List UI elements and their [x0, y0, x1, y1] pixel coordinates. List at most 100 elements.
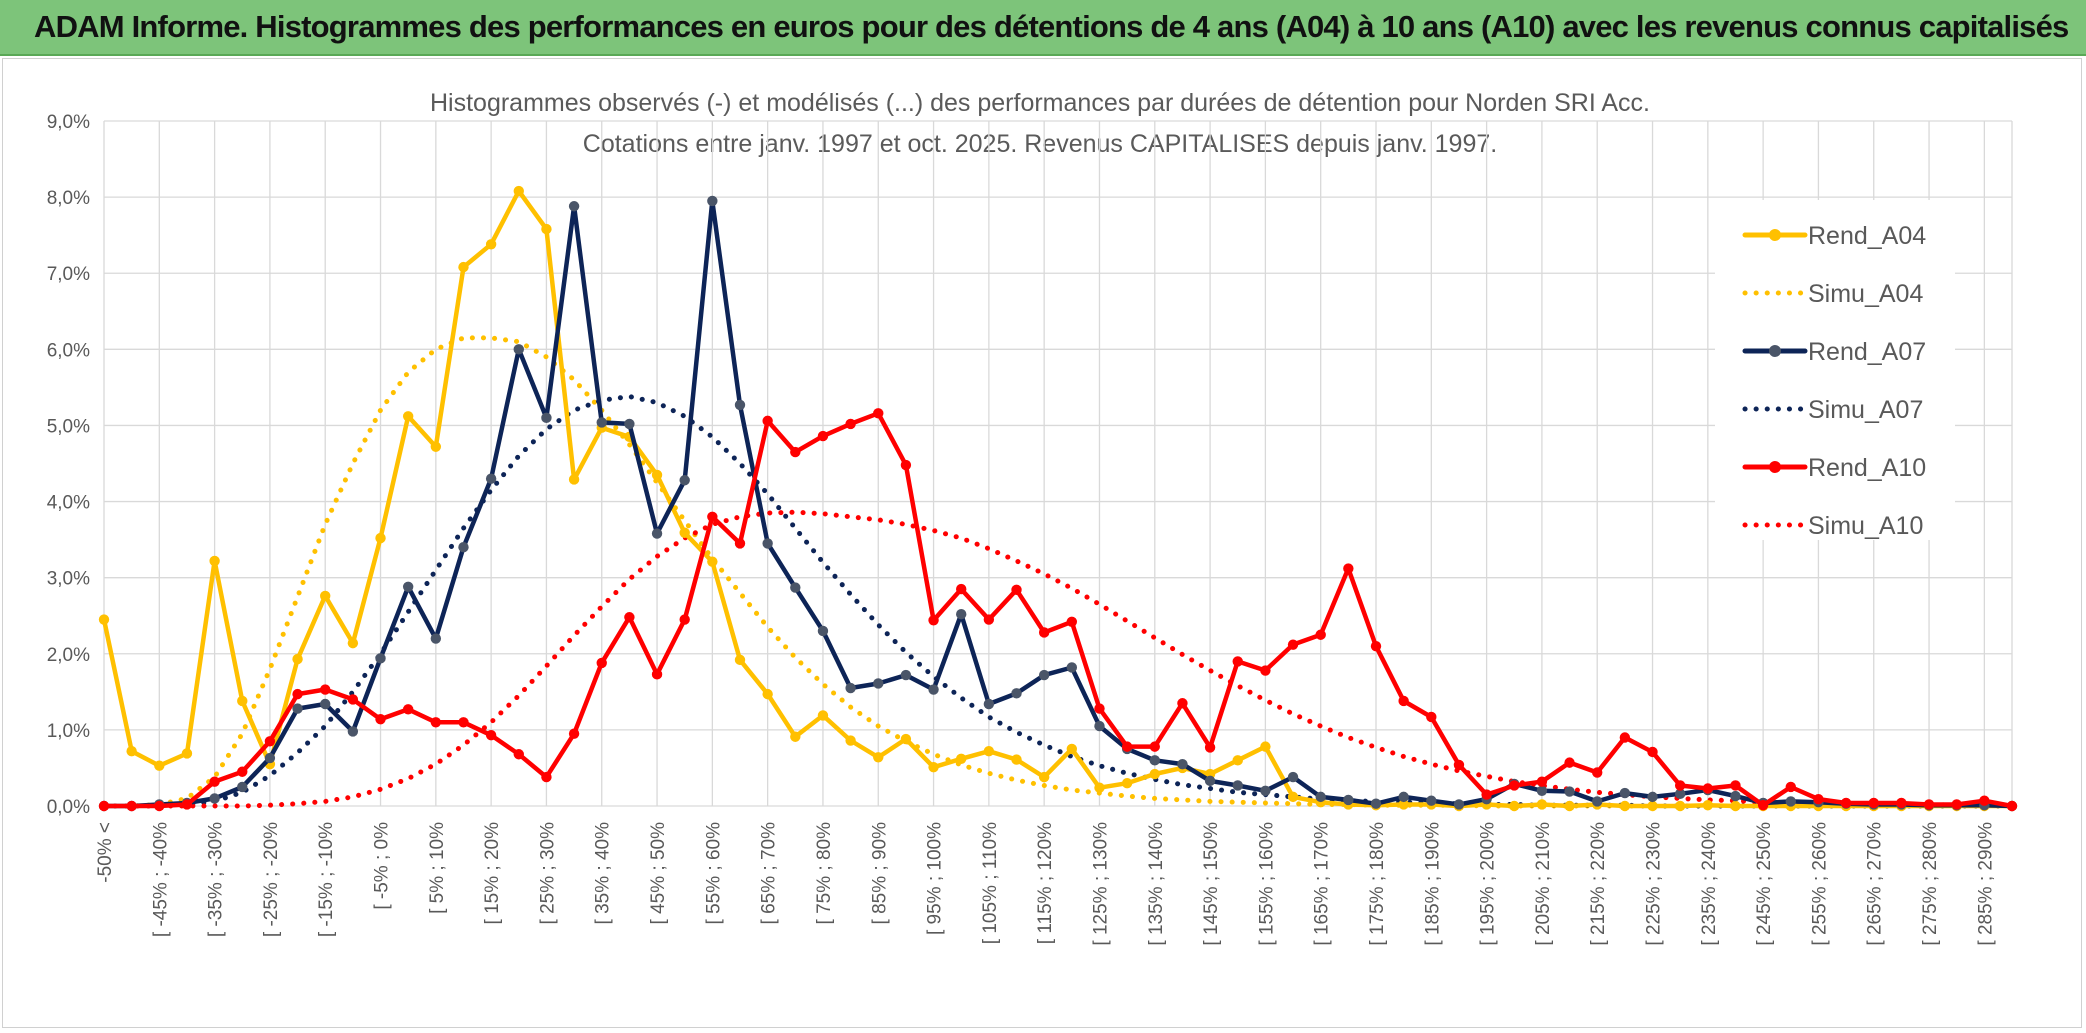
rend-a04-point [430, 441, 442, 452]
rend-a10-point [485, 730, 497, 741]
rend-a10-point [1066, 616, 1078, 628]
rend-a04-point [1564, 800, 1575, 812]
rend-a04-point [1232, 755, 1243, 766]
rend-a07-point [707, 195, 718, 207]
y-axis-ticks: 0,0% 1,0% 2,0% 3,0% 4,0% 5,0% 6,0% 7,0% 8,0% 9,0% [47, 112, 90, 818]
rend-a07-point [873, 678, 884, 689]
rend-a04-point [513, 185, 524, 197]
rend-a04-point [983, 746, 995, 757]
rend-a07-point [845, 682, 856, 694]
rend-a07-point [762, 538, 773, 549]
rend-a04-point [679, 527, 690, 538]
rend-a10-line [101, 411, 2015, 809]
chart-title: Histogrammes observés (-) et modélisés (… [430, 89, 1650, 117]
rend-a07-point [485, 473, 497, 484]
x-tick-label: [ 155% ; 160% [1256, 822, 1277, 946]
x-tick-label: [ 95% ; 100% [925, 822, 946, 935]
rend-a04-point [485, 239, 497, 250]
rend-a10-point [1370, 640, 1382, 652]
rend-a10-point [1038, 627, 1050, 638]
rend-a04-point [1702, 800, 1714, 811]
rend-a04-point [1398, 799, 1409, 810]
rend-a10-point [1674, 780, 1686, 791]
y-tick-label: 7,0% [47, 264, 90, 285]
y-tick-label: 6,0% [47, 340, 90, 361]
rend-a04-point [1038, 771, 1050, 783]
rend-a07-point [1453, 799, 1465, 810]
rend-a10-point [1149, 741, 1160, 752]
rend-a10-point [1094, 703, 1105, 714]
x-tick-label: [ -25% ; -20% [261, 822, 282, 937]
rend-a04-point [1066, 743, 1078, 755]
rend-a10-point [402, 704, 414, 715]
simu-a10-line [101, 509, 2015, 809]
legend-marker [1769, 461, 1781, 473]
rend-a10-point [1592, 767, 1603, 778]
rend-a10-point [900, 459, 912, 471]
rend-a07-point [1232, 780, 1243, 791]
rend-a10-point [126, 800, 137, 812]
y-tick-label: 9,0% [47, 112, 90, 133]
x-tick-label: [ 75% ; 80% [814, 822, 835, 925]
rend-a10-point [1979, 795, 1990, 806]
rend-a10-point [568, 728, 580, 739]
simu-a04-line [101, 335, 2015, 809]
rend-a07-point [1674, 788, 1686, 800]
rend-a10-point [1923, 799, 1935, 810]
rend-a07-point [1177, 758, 1188, 770]
rend-a10-point [292, 688, 303, 700]
rend-a10-point [1260, 665, 1271, 676]
rend-a10-point [264, 736, 276, 747]
rend-a04-point [237, 695, 248, 707]
legend-marker [1769, 345, 1781, 357]
x-tick-label: [ 45% ; 50% [648, 822, 669, 925]
rend-a07-point [900, 669, 912, 681]
rend-a10-point [541, 771, 552, 783]
rend-a10-point [1315, 629, 1326, 640]
rend-a04-point [98, 614, 110, 625]
rend-a10-point [762, 415, 773, 427]
legend-label: Rend_A04 [1808, 222, 1926, 250]
rend-a04-point [402, 411, 414, 422]
rend-a10-point [1481, 789, 1492, 800]
x-axis-ticks: -50% < [ -45% ; -40% [ -35% ; -30% [ -25% ;… [95, 822, 1996, 946]
rend-a07-point [1592, 796, 1603, 807]
x-tick-label: [ 235% ; 240% [1699, 822, 1720, 946]
rend-a10-point [1813, 793, 1824, 805]
rend-a07-point [458, 542, 469, 553]
rend-a04-point [900, 733, 912, 745]
rend-a07-point [1785, 796, 1796, 807]
rend-a04-point [209, 555, 220, 567]
rend-a10-point [1757, 800, 1769, 811]
rend-a10-point [181, 799, 193, 810]
rend-a07-point [1343, 794, 1354, 806]
rend-a07-point [1287, 771, 1299, 783]
x-tick-label: [ 5% ; 10% [427, 822, 448, 914]
rend-a07-point [1315, 791, 1326, 803]
rend-a04-point [1647, 800, 1658, 812]
rend-a07-point [430, 633, 442, 644]
x-tick-label: -50% < [95, 822, 116, 883]
y-tick-label: 1,0% [47, 721, 90, 742]
rend-a10-point [1232, 656, 1243, 667]
legend-label: Rend_A10 [1808, 454, 1926, 482]
rend-a07-point [928, 684, 939, 695]
rend-a07-point [402, 581, 414, 592]
rend-a07-point [1149, 755, 1160, 766]
rend-a07-point [790, 582, 801, 593]
rend-a07-point [1094, 720, 1105, 732]
rend-a07-point [651, 528, 663, 539]
rend-a10-point [679, 614, 690, 625]
rend-a10-point [928, 615, 939, 626]
rend-a10-point [734, 538, 746, 549]
x-tick-label: [ 115% ; 120% [1035, 822, 1056, 944]
y-tick-label: 5,0% [47, 416, 90, 437]
rend-a10-point [2006, 800, 2018, 812]
rend-a07-point [1730, 790, 1741, 802]
x-tick-label: [ 215% ; 220% [1588, 822, 1609, 946]
x-tick-label: [ 55% ; 60% [703, 822, 724, 925]
rend-a04-point [347, 637, 359, 649]
rend-a10-point [1398, 695, 1409, 707]
rend-a10-point [1011, 584, 1022, 596]
rend-a04-point [1619, 800, 1631, 812]
